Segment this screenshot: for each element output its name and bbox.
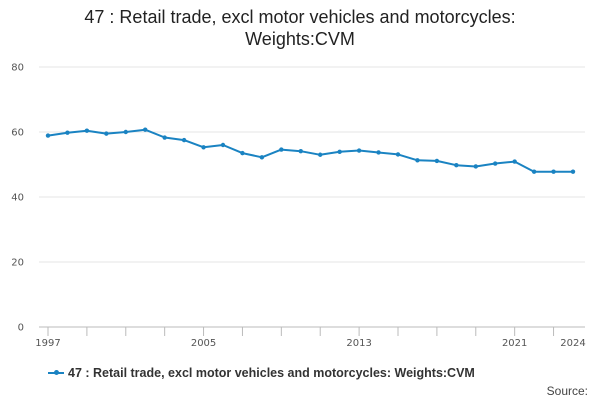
legend-series-swatch xyxy=(48,367,64,379)
x-axis-tick-labels: 1997 2005 2013 2021 2024 xyxy=(35,338,585,349)
data-point-2020 xyxy=(493,161,498,166)
y-tick-label-60: 60 xyxy=(11,128,24,139)
y-tick-label-40: 40 xyxy=(11,193,24,204)
chart-title-line-2: Weights:CVM xyxy=(245,29,355,49)
data-point-1999 xyxy=(84,128,90,133)
data-point-2017 xyxy=(434,158,440,164)
data-point-2004 xyxy=(181,137,187,143)
data-point-2016 xyxy=(415,158,420,163)
x-tick-label-2005: 2005 xyxy=(191,338,216,349)
data-point-2014 xyxy=(376,150,381,155)
series-line xyxy=(47,128,573,173)
data-point-2015 xyxy=(395,152,401,157)
chart-title: 47 : Retail trade, excl motor vehicles a… xyxy=(0,6,600,50)
y-tick-label-20: 20 xyxy=(11,258,24,269)
data-point-2005 xyxy=(201,145,206,150)
data-point-2012 xyxy=(337,149,342,155)
data-point-2008 xyxy=(259,155,265,160)
source-label: Source: xyxy=(546,384,588,398)
y-tick-label-0: 0 xyxy=(18,323,24,334)
data-point-2022 xyxy=(531,169,537,174)
x-tick-label-2024: 2024 xyxy=(560,338,585,349)
data-point-2010 xyxy=(298,148,303,154)
data-point-2006 xyxy=(220,142,226,148)
data-point-2009 xyxy=(279,147,284,152)
data-point-2011 xyxy=(318,152,323,157)
x-tick-label-2013: 2013 xyxy=(346,338,371,349)
x-axis xyxy=(39,326,585,336)
x-tick-label-2021: 2021 xyxy=(502,338,527,349)
legend[interactable]: 47 : Retail trade, excl motor vehicles a… xyxy=(48,366,475,380)
data-point-2001 xyxy=(123,129,128,135)
data-point-2023 xyxy=(551,169,556,174)
data-point-2000 xyxy=(104,131,109,136)
gridlines xyxy=(39,66,585,263)
data-point-2024 xyxy=(570,169,576,174)
data-point-2018 xyxy=(454,162,459,168)
y-axis-tick-labels: 0 20 40 60 80 xyxy=(11,63,24,334)
series-group xyxy=(45,127,576,174)
data-point-2019 xyxy=(473,164,478,169)
data-point-1998 xyxy=(65,130,70,135)
data-point-1997 xyxy=(45,133,51,138)
chart-title-line-1: 47 : Retail trade, excl motor vehicles a… xyxy=(84,7,516,27)
data-point-2021 xyxy=(512,159,517,164)
data-point-2007 xyxy=(240,150,245,156)
data-point-2002 xyxy=(143,127,148,132)
y-tick-label-80: 80 xyxy=(11,63,24,74)
data-point-2003 xyxy=(162,135,167,140)
x-tick-label-1997: 1997 xyxy=(35,338,60,349)
data-point-2013 xyxy=(356,148,362,153)
legend-series-label: 47 : Retail trade, excl motor vehicles a… xyxy=(68,366,475,380)
